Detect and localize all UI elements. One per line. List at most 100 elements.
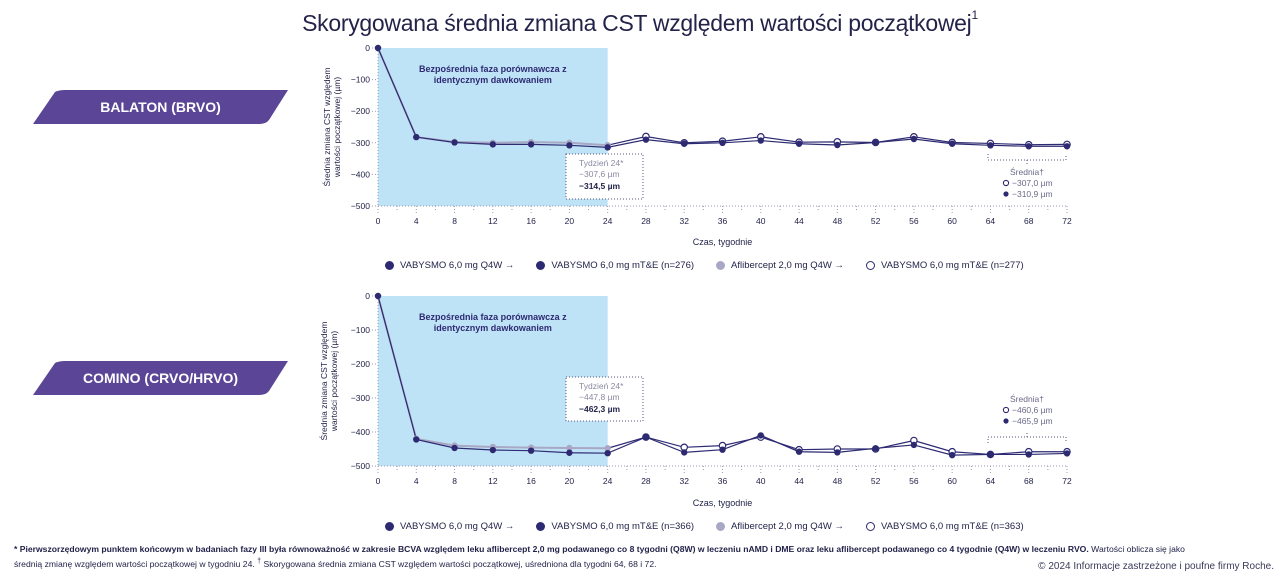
data-point-vabysmo (1063, 143, 1071, 150)
x-tick-label: 56 (909, 476, 919, 486)
data-point-vabysmo (374, 44, 382, 52)
filled-circle-icon (385, 522, 394, 531)
legend-item: VABYSMO 6,0 mg mT&E (n=276) (536, 260, 694, 271)
x-axis-label: Czas, tygodnie (693, 237, 753, 247)
data-point-vabysmo (566, 142, 573, 149)
y-tick-label: −200 (351, 106, 370, 116)
x-tick-label: 0 (376, 476, 381, 486)
y-tick-label: −100 (351, 75, 370, 85)
x-tick-label: 32 (679, 216, 689, 226)
legend-label: VABYSMO 6,0 mg mT&E (n=366) (551, 521, 695, 532)
y-tick-label: −200 (351, 359, 370, 369)
mean-open-value: −460,6 µm (1012, 405, 1053, 415)
gray-circle-icon (716, 522, 726, 531)
x-tick-label: 24 (603, 476, 613, 486)
data-point-vabysmo (910, 441, 918, 449)
footnote-dagger: † (257, 557, 262, 565)
x-tick-label: 36 (718, 476, 728, 486)
data-point-vabysmo (451, 444, 458, 452)
shaded-region-label: identycznym dawkowaniem (434, 75, 552, 85)
x-tick-label: 8 (452, 216, 457, 226)
filled-circle-icon (536, 522, 546, 531)
data-point-vabysmo (1025, 143, 1032, 150)
legend-label: VABYSMO 6,0 mg mT&E (n=276) (551, 260, 695, 271)
legend-label: VABYSMO 6,0 mg mT&E (n=363) (881, 521, 1024, 532)
data-point-vabysmo (681, 140, 688, 147)
legend-item: VABYSMO 6,0 mg Q4W → (385, 260, 514, 271)
x-tick-label: 4 (414, 216, 419, 226)
legend-item: Aflibercept 2,0 mg Q4W → (716, 521, 844, 532)
banner-label: BALATON (BRVO) (100, 99, 221, 115)
mean-bracket (987, 436, 1067, 443)
y-tick-label: −300 (351, 138, 370, 148)
shaded-region-label: Bezpośrednia faza porównawcza z (419, 64, 567, 74)
x-tick-label: 40 (756, 216, 766, 226)
data-point-vabysmo (719, 139, 726, 146)
y-axis-label-line: wartości początkowej (µm) (329, 331, 339, 432)
x-tick-label: 8 (452, 476, 457, 486)
x-tick-label: 48 (833, 476, 843, 486)
x-tick-label: 56 (909, 216, 919, 226)
legend-balaton: VABYSMO 6,0 mg Q4W → VABYSMO 6,0 mg mT&E… (385, 260, 1046, 271)
x-tick-label: 60 (947, 216, 957, 226)
data-point-vabysmo (604, 449, 611, 457)
data-point-vabysmo (795, 140, 803, 147)
x-tick-label: 20 (565, 216, 575, 226)
footnote-bold: * Pierwszorzędowym punktem końcowym w ba… (14, 544, 1089, 554)
week24-aflibercept-value: −307,6 µm (579, 169, 620, 179)
shaded-region-label: identycznym dawkowaniem (434, 323, 552, 333)
data-point-vabysmo (489, 446, 497, 454)
data-point-vabysmo (987, 142, 994, 149)
mean-filled-marker (1003, 418, 1009, 424)
x-tick-label: 44 (794, 476, 804, 486)
footnote-dagger-text: Skorygowana średnia zmiana CST względem … (261, 558, 657, 569)
x-tick-label: 72 (1062, 476, 1072, 486)
mean-filled-value: −465,9 µm (1012, 416, 1053, 426)
mean-open-marker (1002, 406, 1010, 414)
data-point-vabysmo (413, 436, 420, 443)
x-tick-label: 68 (1024, 476, 1034, 486)
data-point-vabysmo (1025, 451, 1032, 458)
study-banner-comino: COMINO (CRVO/HRVO) (33, 361, 288, 395)
y-tick-label: −500 (351, 201, 370, 211)
copyright: © 2024 Informacje zastrzeżone i poufne f… (1038, 561, 1274, 572)
gray-circle-icon (716, 261, 726, 270)
page-title: Skorygowana średnia zmiana CST względem … (0, 8, 1280, 37)
data-point-vabysmo (374, 292, 382, 300)
x-tick-label: 16 (526, 476, 536, 486)
y-axis-label-line: Średnia zmiana CST względem (318, 322, 329, 441)
y-tick-label: −400 (351, 169, 370, 179)
y-axis-label: Średnia zmiana CST względemwartości pocz… (321, 68, 342, 187)
y-tick-label: −100 (351, 325, 370, 335)
x-tick-label: 40 (756, 476, 766, 486)
week24-annotation-box (565, 376, 644, 422)
mean-filled-marker (1003, 191, 1009, 197)
legend-label: VABYSMO 6,0 mg Q4W → (400, 260, 515, 271)
x-tick-label: 20 (565, 476, 575, 486)
mean-open-value: −307,0 µm (1012, 178, 1053, 188)
legend-item: Aflibercept 2,0 mg Q4W → (716, 260, 844, 271)
legend-item: VABYSMO 6,0 mg mT&E (n=277) (866, 260, 1024, 271)
x-tick-label: 44 (794, 216, 804, 226)
banner-shape (33, 90, 288, 124)
mean-label: Średnia† (1010, 393, 1044, 404)
x-tick-label: 36 (718, 216, 728, 226)
y-tick-label: −500 (351, 461, 370, 471)
x-tick-label: 48 (833, 216, 843, 226)
chart-comino: Bezpośrednia faza porównawcza zidentyczn… (318, 291, 1072, 508)
data-point-vabysmo (642, 433, 650, 441)
mean-label: Średnia† (1010, 166, 1044, 177)
data-point-vabysmo (757, 432, 764, 439)
data-point-aflibercept (604, 445, 611, 452)
week24-vabysmo-value: −462,3 µm (579, 404, 620, 414)
x-tick-label: 68 (1024, 216, 1034, 226)
data-point-vabysmo (834, 141, 841, 149)
x-tick-label: 28 (641, 216, 651, 226)
data-point-aflibercept (566, 444, 573, 452)
x-tick-label: 4 (414, 476, 419, 486)
x-tick-label: 12 (488, 476, 498, 486)
y-tick-label: 0 (365, 43, 370, 53)
legend-label: Aflibercept 2,0 mg Q4W → (731, 260, 845, 271)
data-point-vabysmo (681, 449, 688, 456)
data-point-vabysmo (795, 448, 803, 455)
